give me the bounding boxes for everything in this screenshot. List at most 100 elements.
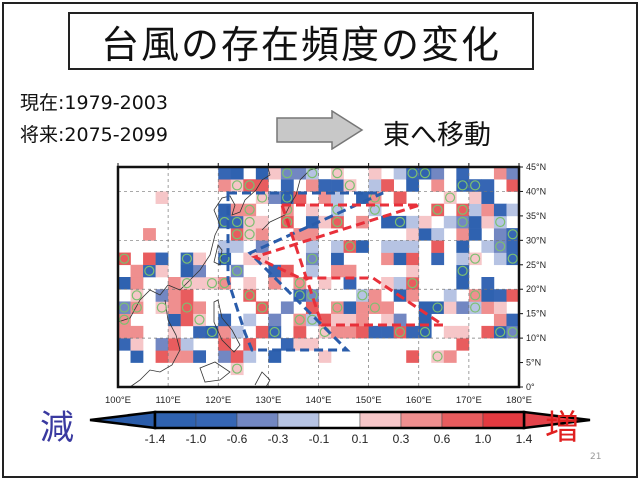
present-period: 現在:1979-2003	[20, 92, 168, 114]
frequency-cell	[443, 289, 457, 302]
frequency-cell	[193, 350, 207, 363]
frequency-cell	[331, 325, 344, 339]
frequency-cell	[431, 252, 445, 266]
frequency-cell	[493, 203, 507, 217]
frequency-cell	[381, 325, 394, 339]
colorbar-low-extend	[89, 410, 157, 430]
frequency-cell	[193, 277, 207, 290]
page-number: 21	[590, 452, 602, 462]
significance-circle	[131, 290, 142, 301]
frequency-cell	[118, 277, 131, 290]
frequency-cell	[381, 179, 394, 192]
significance-circle	[470, 180, 481, 191]
frequency-cell	[293, 338, 307, 351]
lat-tick-label: 5°N	[526, 358, 541, 368]
significance-circle	[307, 253, 318, 264]
lon-tick-label: 100°E	[105, 395, 131, 406]
lon-tick-label: 180°E	[506, 395, 532, 406]
frequency-cell	[305, 179, 319, 192]
frequency-cell	[331, 191, 344, 204]
frequency-cell	[356, 301, 369, 314]
frequency-cell	[381, 240, 394, 253]
frequency-cell	[443, 350, 457, 363]
frequency-cell	[255, 325, 269, 339]
significance-circle	[219, 253, 230, 264]
frequency-cell	[331, 240, 344, 253]
colorbar-segment	[441, 411, 484, 429]
frequency-cell	[443, 301, 457, 314]
significance-circle	[507, 229, 518, 240]
significance-circle	[244, 204, 255, 215]
frequency-cell	[481, 240, 495, 253]
significance-circle	[495, 216, 506, 228]
significance-circle	[244, 216, 255, 228]
frequency-cell	[193, 252, 207, 266]
colorbar-label: 0.6	[434, 432, 451, 446]
frequency-cell	[305, 240, 319, 253]
significance-circle	[344, 180, 355, 191]
significance-circle	[419, 326, 431, 338]
frequency-cell	[418, 215, 432, 229]
frequency-cell	[368, 325, 382, 339]
frequency-cell	[418, 313, 432, 327]
frequency-cell	[168, 313, 181, 327]
colorbar-segment	[318, 411, 361, 429]
significance-circle	[181, 302, 193, 313]
frequency-cell	[218, 167, 232, 180]
frequency-cell	[280, 301, 294, 314]
significance-circle	[181, 253, 193, 264]
significance-circle	[206, 326, 218, 338]
frequency-cell	[506, 289, 520, 302]
future-period: 将来:2075-2099	[20, 124, 168, 146]
significance-circle	[119, 253, 130, 264]
frequency-cell	[468, 228, 482, 241]
frequency-cell	[280, 179, 294, 192]
frequency-cell	[318, 350, 332, 363]
frequency-cell	[243, 313, 257, 327]
colorbar-segment	[400, 411, 443, 429]
significance-circle	[357, 290, 368, 301]
frequency-cell	[406, 215, 420, 229]
colorbar: -1.4 -1.0 -0.6 -0.3 -0.1 0.1 0.3 0.6 1.0 1.4	[89, 410, 591, 446]
frequency-cell	[343, 313, 357, 327]
frequency-cell	[255, 179, 269, 192]
frequency-cell	[218, 179, 232, 192]
significance-circle	[231, 363, 243, 374]
frequency-cell	[268, 167, 282, 180]
frequency-cell	[268, 350, 282, 363]
frequency-cell	[406, 252, 420, 266]
frequency-cell	[406, 264, 420, 278]
frequency-cell	[155, 264, 169, 278]
significance-circle	[294, 290, 305, 301]
significance-circle	[470, 253, 481, 264]
frequency-cell	[343, 325, 357, 339]
frequency-cell	[356, 240, 369, 253]
significance-circle	[457, 180, 468, 191]
frequency-cell	[180, 313, 194, 327]
significance-circle	[282, 168, 293, 179]
significance-circle	[495, 326, 506, 338]
slide-title: 台風の存在頻度の変化	[68, 12, 534, 70]
frequency-cell	[393, 240, 407, 253]
frequency-cell	[305, 228, 319, 241]
frequency-cell	[381, 252, 394, 266]
frequency-cell	[468, 191, 482, 204]
frequency-cell	[506, 179, 520, 192]
significance-circle	[119, 314, 130, 325]
significance-circle	[131, 302, 142, 313]
frequency-cell	[456, 277, 470, 290]
frequency-cell	[493, 289, 507, 302]
frequency-cell	[393, 313, 407, 327]
significance-circle	[470, 290, 481, 301]
significance-circle	[407, 278, 418, 289]
frequency-cell	[443, 325, 457, 339]
colorbar-segment	[236, 411, 279, 429]
frequency-cell	[456, 338, 470, 351]
frequency-cell	[218, 350, 232, 363]
frequency-cell	[143, 228, 156, 241]
frequency-cell	[418, 228, 432, 241]
frequency-cell	[493, 301, 507, 314]
colorbar-segment	[154, 411, 197, 429]
